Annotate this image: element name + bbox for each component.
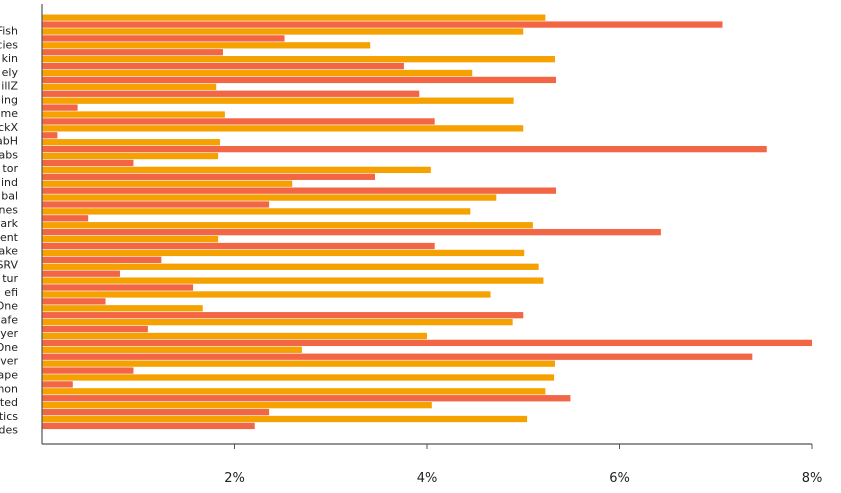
category-label-18: SRV	[0, 258, 18, 271]
bar-series1-2	[42, 28, 524, 35]
category-label-5: illZ	[1, 80, 18, 93]
bar-series1-19	[42, 263, 539, 270]
bar-series2-13	[42, 187, 556, 194]
category-label-25: ver	[0, 355, 18, 368]
category-label-4: ely	[2, 66, 19, 79]
bar-series2-1	[42, 21, 723, 28]
category-label-13: bal	[1, 190, 18, 203]
bar-series1-24	[42, 332, 427, 340]
bar-series2-9	[42, 132, 58, 139]
category-label-20: efi	[4, 286, 18, 299]
bar-series1-5	[42, 69, 473, 77]
bar-series1-20	[42, 277, 544, 284]
category-label-28: ted	[0, 396, 18, 409]
bar-series1-16	[42, 222, 533, 229]
category-label-9: abH	[0, 135, 18, 148]
bar-series1-8	[42, 111, 225, 118]
bar-series2-14	[42, 201, 270, 208]
bar-series1-15	[42, 208, 471, 215]
bar-series1-13	[42, 180, 293, 187]
bar-series2-6	[42, 90, 420, 97]
category-label-30: des	[0, 424, 18, 437]
bar-series1-23	[42, 318, 513, 326]
x-tick-label-3: 6%	[609, 471, 630, 486]
category-label-11: tor	[2, 162, 18, 175]
bar-series2-20	[42, 284, 194, 291]
category-label-29: tics	[0, 410, 18, 423]
category-label-6: ing	[1, 93, 18, 106]
category-label-17: ake	[0, 245, 18, 258]
bar-series1-18	[42, 249, 525, 257]
bar-series1-7	[42, 97, 514, 104]
bar-series2-21	[42, 298, 106, 305]
bar-series2-8	[42, 118, 435, 125]
bar-series2-5	[42, 76, 556, 84]
x-tick-label-2: 4%	[417, 471, 438, 486]
bar-series2-7	[42, 104, 78, 111]
bar-series1-30	[42, 415, 528, 423]
bar-series1-27	[42, 374, 555, 381]
bar-series2-11	[42, 159, 134, 167]
bar-series1-14	[42, 194, 497, 201]
bar-series1-17	[42, 235, 219, 243]
bar-series2-28	[42, 395, 571, 402]
category-label-14: nes	[0, 203, 18, 216]
bars-group	[42, 14, 812, 430]
bar-series2-4	[42, 62, 404, 70]
category-label-12: ind	[1, 176, 18, 189]
bar-series2-29	[42, 408, 270, 416]
bar-series1-21	[42, 291, 491, 298]
bar-series2-19	[42, 270, 120, 277]
bar-series2-3	[42, 49, 223, 56]
bar-series1-22	[42, 305, 203, 312]
bar-series2-15	[42, 215, 89, 222]
bar-series2-18	[42, 256, 162, 263]
bar-series2-30	[42, 422, 255, 430]
bar-series1-25	[42, 346, 302, 353]
bar-series2-2	[42, 35, 285, 42]
x-tick-label-1: 2%	[224, 471, 245, 486]
category-label-27: hon	[0, 382, 18, 395]
bar-series1-11	[42, 152, 219, 160]
bar-series2-26	[42, 367, 134, 374]
bar-series2-25	[42, 353, 753, 360]
category-label-21: One	[0, 300, 18, 313]
bar-series2-23	[42, 325, 148, 333]
bar-series2-22	[42, 312, 524, 319]
bar-series2-12	[42, 173, 376, 180]
category-label-26: ape	[0, 369, 18, 382]
bar-series2-24	[42, 339, 812, 347]
category-label-23: yer	[0, 327, 18, 340]
bar-series1-3	[42, 42, 371, 49]
bar-series1-12	[42, 166, 431, 174]
bar-series2-16	[42, 229, 661, 236]
category-label-22: afe	[1, 313, 19, 326]
category-label-3: kin	[2, 52, 18, 65]
category-label-10: abs	[0, 148, 18, 161]
bar-series1-28	[42, 388, 546, 395]
bar-series1-29	[42, 402, 432, 409]
category-label-7: me	[1, 107, 19, 120]
category-label-16: ent	[0, 231, 19, 244]
bar-series1-4	[42, 56, 556, 63]
bar-series1-26	[42, 360, 556, 367]
category-label-1: Fish	[0, 25, 18, 38]
category-label-24: One	[0, 341, 18, 354]
bar-series2-10	[42, 145, 767, 153]
bar-series2-27	[42, 381, 73, 388]
bar-series2-17	[42, 242, 435, 250]
x-axis-ticks: 2% 4% 6% 8%	[224, 444, 822, 486]
category-labels: FishcieskinelyillZingmeckXabHabstorindba…	[0, 25, 19, 437]
bar-series1-6	[42, 83, 217, 90]
category-label-8: ckX	[0, 121, 18, 134]
category-label-2: cies	[0, 38, 18, 51]
bar-series1-1	[42, 14, 546, 21]
bar-series1-9	[42, 125, 524, 132]
bar-series1-10	[42, 139, 221, 146]
category-label-19: tur	[2, 272, 18, 285]
category-label-15: ark	[0, 217, 18, 230]
x-tick-label-4: 8%	[802, 471, 823, 486]
